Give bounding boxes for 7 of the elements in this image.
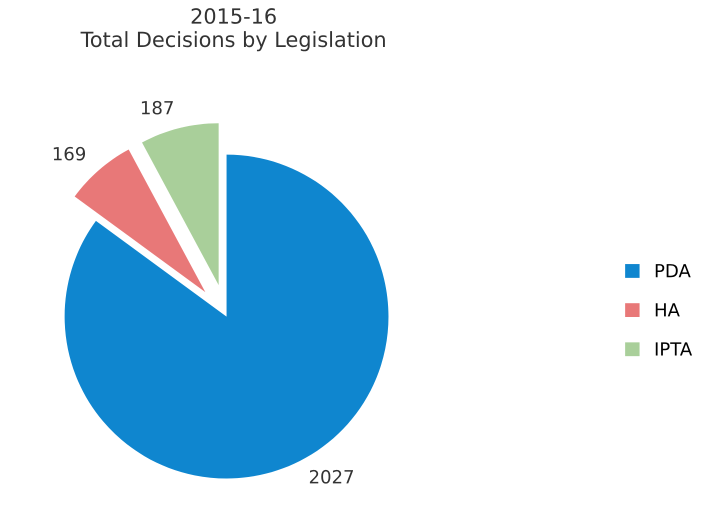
- data-label: 2027: [310, 470, 353, 484]
- data-label: 169: [54, 146, 86, 161]
- legend-label: IPTA: [656, 342, 692, 356]
- data-label: 187: [142, 100, 173, 115]
- legend-label: PDA: [656, 264, 691, 278]
- chart-title: 2015-16 Total Decisions by Legislation: [80, 8, 385, 52]
- legend-label: HA: [656, 303, 680, 316]
